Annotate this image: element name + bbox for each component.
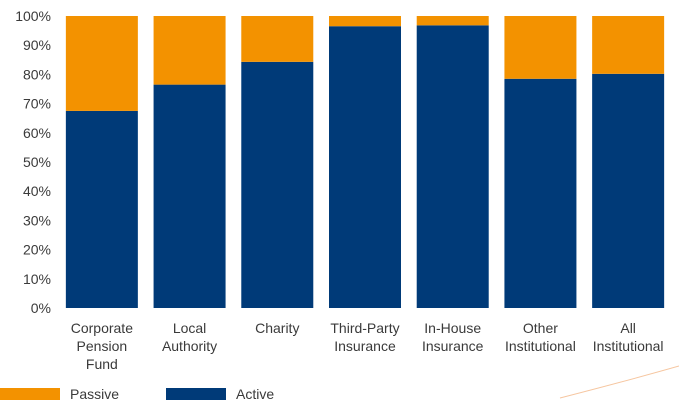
x-tick-label: Insurance [334,338,396,354]
bar-active-1 [153,84,226,309]
bar-passive-6 [592,16,665,74]
bar-active-4 [416,25,489,309]
legend-label-passive: Passive [70,386,119,400]
legend: Passive Active [0,386,274,400]
x-tick-label: Third-Party [330,320,399,336]
legend-label-active: Active [236,386,274,400]
x-tick-label: All [620,320,636,336]
y-tick-label: 80% [23,66,51,82]
y-tick-label: 0% [31,300,51,316]
x-tick-label: Local [173,320,206,336]
y-tick-label: 10% [23,271,51,287]
y-tick-label: 30% [23,212,51,228]
decorative-swoosh [559,365,679,399]
y-tick-label: 60% [23,125,51,141]
bar-active-6 [592,73,665,308]
y-tick-label: 50% [23,154,51,170]
x-tick-label: Authority [162,338,217,354]
y-tick-label: 70% [23,96,51,112]
bar-active-2 [241,61,314,309]
bar-passive-4 [416,16,489,26]
x-tick-label: Corporate [71,320,133,336]
bar-passive-0 [65,16,138,111]
y-tick-label: 90% [23,37,51,53]
x-tick-label: Institutional [505,338,576,354]
y-tick-label: 40% [23,183,51,199]
x-axis: Corporate Pension Fund Local Authority Charit… [71,320,664,372]
bar-active-5 [504,78,577,308]
bar-passive-1 [153,16,226,85]
x-tick-label: Insurance [422,338,484,354]
bar-passive-2 [241,16,314,62]
y-axis: 0% 10% 20% 30% 40% 50% 60% 70% 80% 90% 100% [15,8,51,316]
y-tick-label: 100% [15,8,51,24]
bar-passive-3 [329,16,401,27]
x-tick-label: Other [523,320,558,336]
x-tick-label: Charity [255,320,299,336]
x-tick-label: Institutional [593,338,664,354]
x-tick-label: In-House [424,320,481,336]
bar-active-3 [329,26,401,308]
bars [65,16,665,309]
bar-passive-5 [504,16,577,79]
y-tick-label: 20% [23,242,51,258]
legend-swatch-passive [0,388,60,400]
bar-active-0 [65,110,138,309]
x-tick-label: Fund [86,356,118,372]
x-tick-label: Pension [77,338,128,354]
legend-swatch-active [166,388,226,400]
